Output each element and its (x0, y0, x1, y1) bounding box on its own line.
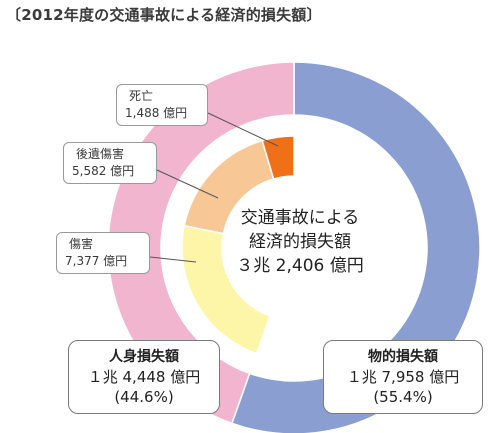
callout-after-effects: 後遺傷害 5,582 億円 (63, 142, 157, 184)
human-loss-name: 人身損失額 (109, 349, 179, 365)
callout-injury-value: 7,377 億円 (65, 254, 128, 268)
chart-title: 〔2012年度の交通事故による経済的損失額〕 (6, 6, 322, 24)
center-total-label: 交通事故による 経済的損失額 ３兆 2,406 億円 (220, 206, 380, 278)
property-loss-percent: (55.4%) (373, 388, 433, 406)
center-label-line2: 経済的損失額 (249, 232, 351, 252)
callout-injury: 傷害 7,377 億円 (56, 232, 150, 274)
callout-death-name: 死亡 (129, 89, 154, 103)
leader-death (207, 112, 279, 147)
inner-slice-after-effects (183, 139, 275, 235)
property-loss-name: 物的損失額 (368, 349, 438, 365)
callout-after-effects-value: 5,582 億円 (72, 164, 135, 178)
property-loss-value: １兆 7,958 億円 (346, 368, 460, 386)
callout-injury-name: 傷害 (69, 237, 94, 251)
inner-slice-injury (181, 224, 271, 355)
inner-slice-death (261, 135, 295, 180)
human-loss-percent: (44.6%) (114, 388, 174, 406)
center-label-line3: ３兆 2,406 億円 (236, 256, 364, 276)
callout-death-value: 1,488 億円 (125, 106, 188, 120)
callout-after-effects-name: 後遺傷害 (76, 147, 125, 161)
property-loss-box: 物的損失額 １兆 7,958 億円 (55.4%) (323, 340, 483, 414)
callout-death: 死亡 1,488 億円 (116, 84, 208, 126)
leader-injury (149, 256, 197, 263)
center-label-line1: 交通事故による (240, 208, 360, 228)
leader-after-effects (156, 169, 219, 199)
human-loss-box: 人身損失額 １兆 4,448 億円 (44.6%) (68, 340, 220, 414)
human-loss-value: １兆 4,448 億円 (87, 368, 201, 386)
